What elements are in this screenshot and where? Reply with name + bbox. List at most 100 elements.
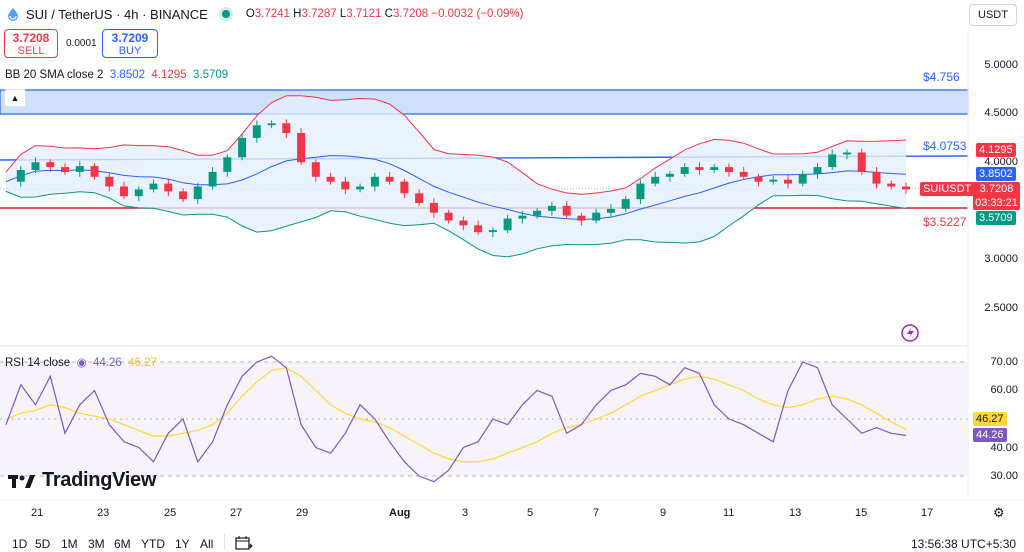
time-tick: 7 xyxy=(593,507,600,519)
candle xyxy=(61,163,69,175)
bb-fill xyxy=(6,95,906,257)
candle xyxy=(429,198,438,218)
time-tick: 21 xyxy=(31,507,44,519)
candle xyxy=(208,167,217,190)
candle xyxy=(46,159,55,172)
rsi-settings-icon[interactable]: ◉ xyxy=(76,357,87,369)
sui-logo-icon xyxy=(8,8,18,21)
candle xyxy=(134,186,143,202)
time-tick: 15 xyxy=(855,507,868,519)
spread-value: 0.0001 xyxy=(66,38,97,49)
candle xyxy=(784,174,792,189)
candle xyxy=(695,162,704,175)
time-tick: 25 xyxy=(164,507,177,519)
candle xyxy=(415,189,424,206)
candle xyxy=(577,212,586,226)
candle xyxy=(592,208,601,224)
candle xyxy=(149,179,158,193)
time-tick: 17 xyxy=(921,507,934,519)
bb-upper-line xyxy=(5,95,907,195)
time-tick: 5 xyxy=(527,507,534,519)
candle xyxy=(267,120,276,129)
candle xyxy=(902,182,910,195)
candle xyxy=(769,175,778,185)
timeframe-1y[interactable]: 1Y xyxy=(175,537,190,551)
candle xyxy=(193,182,202,204)
sell-button[interactable]: 3.7208 SELL xyxy=(4,29,58,58)
candle xyxy=(282,119,291,138)
rsi-tick: 70.00 xyxy=(990,356,1018,368)
candlesticks xyxy=(16,119,910,238)
candle xyxy=(474,220,483,236)
candle xyxy=(503,214,512,234)
timeframe-6m[interactable]: 6M xyxy=(114,537,131,551)
chart-header: SUI / TetherUS · 4h · BINANCE O3.7241 H3… xyxy=(0,4,523,24)
candle xyxy=(75,161,84,177)
candle xyxy=(16,166,25,187)
timeframe-1d[interactable]: 1D xyxy=(12,537,28,551)
timeframe-all[interactable]: All xyxy=(200,537,214,551)
candle xyxy=(238,134,247,161)
timeframe-3m[interactable]: 3M xyxy=(88,537,105,551)
currency-button[interactable]: USDT xyxy=(969,4,1017,26)
buy-button[interactable]: 3.7209 BUY xyxy=(102,29,158,58)
timeframe-ytd[interactable]: YTD xyxy=(141,537,165,551)
rsi-legend[interactable]: RSI 14 close ◉ 44.26 46.27 xyxy=(5,357,157,369)
candle xyxy=(31,157,40,173)
price-tick: 4.5000 xyxy=(984,107,1018,119)
toolbar-divider xyxy=(224,534,225,550)
price-tick: 3.0000 xyxy=(984,253,1018,265)
candle xyxy=(459,216,468,231)
time-tick: 13 xyxy=(789,507,802,519)
candle xyxy=(223,154,232,177)
candle xyxy=(547,202,556,216)
tradingview-logo-icon xyxy=(8,474,35,488)
rsi-tick: 30.00 xyxy=(990,470,1018,482)
level-label-high: $4.756 xyxy=(923,70,960,84)
market-open-indicator xyxy=(221,10,230,18)
flash-icon[interactable] xyxy=(901,324,919,342)
candle xyxy=(518,210,527,224)
candle xyxy=(857,148,866,175)
symbol-title[interactable]: SUI / TetherUS · 4h · BINANCE xyxy=(26,6,208,22)
candle xyxy=(488,227,497,238)
timeframe-5d[interactable]: 5D xyxy=(35,537,51,551)
time-tick: 9 xyxy=(660,507,667,519)
price-tick: 5.0000 xyxy=(984,59,1018,71)
time-tick: 23 xyxy=(97,507,110,519)
time-tick: 27 xyxy=(230,507,243,519)
collapse-legend-button[interactable]: ▲ xyxy=(4,89,26,107)
candle xyxy=(828,149,837,170)
candle xyxy=(326,172,335,185)
candle xyxy=(90,163,99,180)
symbol-tag: SUIUSDT xyxy=(920,182,975,196)
bb-lower-line xyxy=(5,190,907,258)
candle xyxy=(341,176,350,195)
bb-basis-tag: 3.8502 xyxy=(976,167,1016,181)
timeframe-1m[interactable]: 1M xyxy=(61,537,78,551)
bollinger-bands xyxy=(5,95,907,258)
candle xyxy=(606,203,615,218)
candle xyxy=(385,171,394,185)
time-tick: 29 xyxy=(296,507,309,519)
bb-upper-tag: 4.1295 xyxy=(976,143,1016,157)
bb-lower-tag: 3.5709 xyxy=(976,211,1016,225)
candle xyxy=(297,128,306,166)
candle xyxy=(798,170,807,187)
bb-legend[interactable]: BB 20 SMA close 2 3.8502 4.1295 3.5709 xyxy=(5,69,229,81)
time-tick: 3 xyxy=(462,507,469,519)
date-range-icon[interactable] xyxy=(235,535,253,551)
candle xyxy=(872,167,881,189)
candle xyxy=(356,183,365,193)
candle xyxy=(843,149,851,160)
candle xyxy=(533,207,542,219)
time-tick: Aug xyxy=(389,507,411,519)
settings-gear-icon[interactable]: ⚙ xyxy=(993,505,1005,520)
price-tick: 4.0000 xyxy=(984,156,1018,168)
rsi-line xyxy=(5,355,907,483)
clock[interactable]: 13:56:38 UTC+5:30 xyxy=(911,537,1017,551)
resistance-zone xyxy=(0,89,969,115)
level-label-low: $3.5227 xyxy=(923,215,967,229)
level-label-mid: $4.0753 xyxy=(923,139,967,153)
